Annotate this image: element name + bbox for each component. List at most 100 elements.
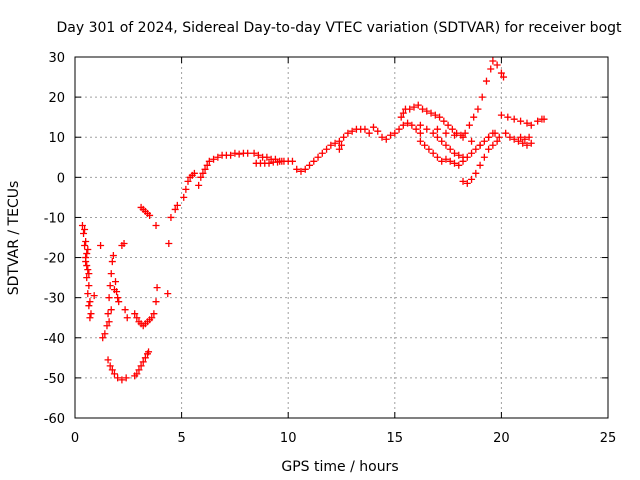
data-point	[489, 57, 497, 65]
data-point	[340, 133, 348, 141]
x-tick-label: 5	[177, 431, 185, 446]
x-tick-label: 15	[387, 431, 404, 446]
data-point	[465, 121, 473, 129]
data-point	[105, 294, 113, 302]
data-point	[133, 370, 141, 378]
data-point	[446, 145, 454, 153]
x-axis-title: GPS time / hours	[281, 459, 398, 475]
data-point	[145, 348, 153, 356]
y-tick-label: -50	[44, 372, 65, 387]
data-point	[201, 165, 209, 173]
data-point	[173, 201, 181, 209]
data-point	[416, 121, 424, 129]
data-point	[331, 139, 339, 147]
data-point	[495, 133, 503, 141]
data-point	[103, 322, 111, 330]
data-point	[83, 262, 91, 270]
data-point	[118, 376, 126, 384]
data-point	[107, 270, 115, 278]
data-point	[82, 238, 90, 246]
y-tick-label: 30	[48, 51, 65, 66]
data-point	[110, 370, 118, 378]
data-point	[459, 177, 467, 185]
data-point	[438, 137, 446, 145]
data-point	[461, 129, 469, 137]
data-point	[86, 314, 94, 322]
data-point	[80, 229, 88, 237]
data-point	[485, 133, 493, 141]
data-point	[114, 294, 122, 302]
data-point	[314, 153, 322, 161]
data-point	[450, 149, 458, 157]
grid	[75, 57, 608, 418]
data-point	[120, 240, 128, 248]
data-point	[525, 133, 533, 141]
data-point	[472, 169, 480, 177]
data-point	[85, 270, 93, 278]
data-point	[500, 73, 508, 81]
data-point	[108, 366, 116, 374]
data-point	[81, 242, 89, 250]
data-point	[534, 117, 542, 125]
data-point	[150, 310, 158, 318]
y-tick-label: 20	[48, 91, 65, 106]
data-point	[164, 290, 172, 298]
data-point	[153, 284, 161, 292]
data-point	[527, 121, 535, 129]
data-point	[442, 129, 450, 137]
data-point	[85, 302, 93, 310]
data-point	[448, 125, 456, 133]
data-point	[310, 157, 318, 165]
data-point	[113, 288, 121, 296]
data-point	[414, 101, 422, 109]
data-point	[81, 225, 89, 233]
y-tick-label: -10	[44, 211, 65, 226]
data-point	[395, 125, 403, 133]
data-point	[97, 242, 105, 250]
data-point	[468, 175, 476, 183]
data-point	[338, 141, 345, 149]
data-point	[427, 109, 435, 117]
data-point	[263, 153, 271, 161]
data-point	[416, 129, 424, 137]
data-point	[517, 133, 525, 141]
data-point	[419, 105, 427, 113]
y-tick-label: -20	[44, 252, 65, 267]
data-point	[104, 356, 112, 364]
data-point	[504, 113, 512, 121]
data-point	[476, 161, 484, 169]
data-point	[480, 153, 488, 161]
data-point	[199, 169, 207, 177]
data-point	[361, 125, 369, 133]
data-point	[382, 135, 390, 143]
data-point	[167, 213, 175, 221]
data-point	[109, 252, 117, 260]
data-point	[493, 61, 501, 69]
data-point	[433, 133, 441, 141]
data-point	[431, 111, 439, 119]
data-point	[203, 161, 211, 169]
data-point	[335, 137, 343, 145]
data-point	[421, 141, 429, 149]
data-point	[489, 141, 497, 149]
data-point	[87, 310, 95, 318]
data-point	[404, 119, 412, 127]
data-point	[344, 129, 352, 137]
data-points	[78, 57, 548, 384]
data-point	[378, 133, 386, 141]
data-point	[468, 137, 476, 145]
data-point	[323, 145, 331, 153]
data-point	[463, 179, 471, 187]
data-point	[135, 366, 143, 374]
data-point	[112, 278, 120, 286]
data-point	[190, 169, 198, 177]
data-point	[99, 334, 107, 342]
data-point	[123, 314, 131, 322]
data-point	[227, 151, 235, 159]
data-point	[254, 151, 262, 159]
data-point	[514, 137, 522, 145]
data-point	[374, 127, 382, 135]
data-point	[348, 127, 356, 135]
data-point	[493, 137, 501, 145]
